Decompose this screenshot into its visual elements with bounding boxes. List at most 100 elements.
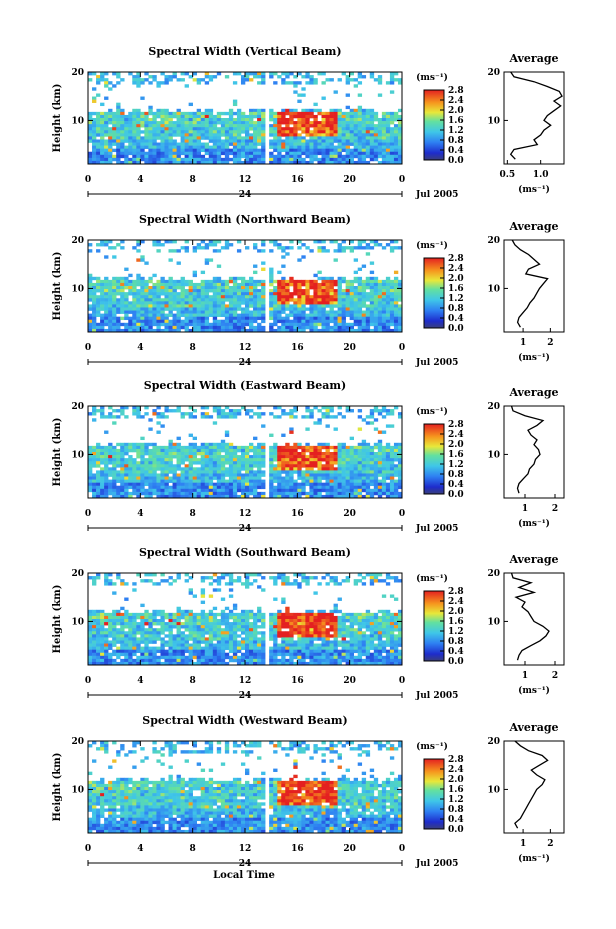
heatmap-cell — [220, 282, 226, 287]
heatmap-cell — [164, 289, 169, 293]
heatmap-cell — [232, 579, 238, 583]
heatmap-cell — [184, 160, 189, 165]
heatmap-cell — [281, 573, 286, 577]
heatmap-cell — [152, 316, 157, 321]
heatmap-cell — [293, 325, 298, 330]
heatmap-cell — [397, 282, 403, 287]
heatmap-cell — [128, 111, 133, 116]
heatmap-cell — [148, 289, 153, 293]
heatmap-cell — [168, 111, 173, 116]
heatmap-cell — [196, 325, 202, 330]
heatmap-cell — [341, 415, 346, 419]
heatmap-cell — [116, 319, 121, 324]
heatmap-cell — [309, 467, 314, 471]
heatmap-cell — [160, 118, 165, 122]
heatmap-cell — [220, 612, 226, 617]
heatmap-cell — [333, 139, 338, 143]
x-tick-label: 0 — [85, 175, 91, 185]
heatmap-cell — [361, 455, 367, 459]
heatmap-cell — [353, 142, 359, 146]
heatmap-cell — [176, 461, 181, 465]
heatmap-cell — [140, 255, 145, 259]
heatmap-cell — [285, 467, 290, 471]
heatmap-cell — [88, 133, 93, 137]
heatmap-cell — [345, 160, 350, 165]
heatmap-cell — [220, 494, 226, 499]
heatmap-cell — [228, 121, 234, 125]
heatmap-cell — [160, 81, 165, 85]
heatmap-cell — [261, 491, 266, 496]
heatmap-cell — [100, 243, 105, 247]
heatmap-cell — [345, 488, 350, 493]
heatmap-cell — [132, 292, 137, 296]
heatmap-cell — [245, 412, 250, 416]
heatmap-cell — [333, 114, 338, 119]
heatmap-cell — [232, 136, 238, 140]
heatmap-cell — [104, 282, 109, 287]
heatmap-cell — [184, 151, 189, 156]
heatmap-cell — [188, 289, 193, 293]
heatmap-cell — [313, 121, 318, 125]
heatmap-cell — [108, 133, 113, 137]
heatmap-cell — [196, 282, 202, 287]
heatmap-cell — [212, 124, 218, 128]
heatmap-cell — [389, 458, 395, 462]
heatmap-cell — [269, 114, 274, 119]
heatmap-cell — [257, 279, 262, 284]
heatmap-cell — [289, 127, 294, 131]
heatmap-cell — [321, 114, 326, 119]
heatmap-cell — [96, 310, 101, 314]
heatmap-cell — [397, 81, 403, 85]
heatmap-cell — [224, 412, 230, 416]
heatmap-cell — [88, 295, 93, 299]
heatmap-cell — [196, 133, 202, 137]
heatmap-cell — [116, 81, 121, 85]
heatmap-cell — [309, 130, 314, 134]
heatmap-cell — [281, 121, 286, 125]
heatmap-cell — [172, 445, 177, 450]
heatmap-cell — [269, 154, 274, 159]
heatmap-cell — [104, 133, 109, 137]
heatmap-cell — [140, 111, 145, 116]
heatmap-cell — [285, 615, 290, 620]
heatmap-cell — [92, 295, 97, 299]
heatmap-cell — [249, 301, 254, 305]
heatmap-cell — [261, 452, 266, 456]
heatmap-cell — [337, 406, 342, 410]
heatmap-cell — [281, 246, 286, 250]
heatmap-cell — [269, 108, 274, 113]
heatmap-cell — [164, 467, 169, 471]
heatmap-cell — [357, 494, 363, 499]
heatmap-cell — [305, 316, 310, 321]
heatmap-cell — [228, 588, 234, 592]
heatmap-cell — [164, 78, 169, 82]
heatmap-cell — [277, 494, 282, 499]
heatmap-cell — [208, 133, 214, 137]
heatmap-cell — [232, 154, 238, 159]
heatmap-cell — [184, 328, 189, 333]
average-y-tick-label: 20 — [487, 236, 500, 246]
heatmap-cell — [313, 148, 318, 153]
average-x-tick-label: 1 — [520, 338, 526, 348]
heatmap-cell — [88, 160, 93, 165]
heatmap-cell — [236, 325, 242, 330]
heatmap-cell — [200, 322, 206, 327]
heatmap-cell — [100, 307, 105, 311]
heatmap-cell — [345, 448, 350, 453]
heatmap-cell — [273, 406, 278, 410]
colorbar-tick-label: 0.8 — [448, 304, 464, 314]
heatmap-cell — [349, 118, 354, 122]
heatmap-cell — [148, 448, 153, 453]
heatmap-cell — [381, 295, 387, 299]
heatmap-cell — [321, 467, 326, 471]
heatmap-cell — [176, 606, 181, 611]
heatmap-cell — [240, 301, 246, 305]
heatmap-cell — [108, 136, 113, 140]
heatmap-cell — [309, 470, 314, 474]
heatmap-cell — [100, 136, 105, 140]
heatmap-cell — [349, 124, 354, 128]
heatmap-cell — [128, 279, 133, 284]
heatmap-cell — [160, 282, 165, 287]
heatmap-cell — [317, 108, 322, 113]
heatmap-cell — [104, 276, 109, 281]
